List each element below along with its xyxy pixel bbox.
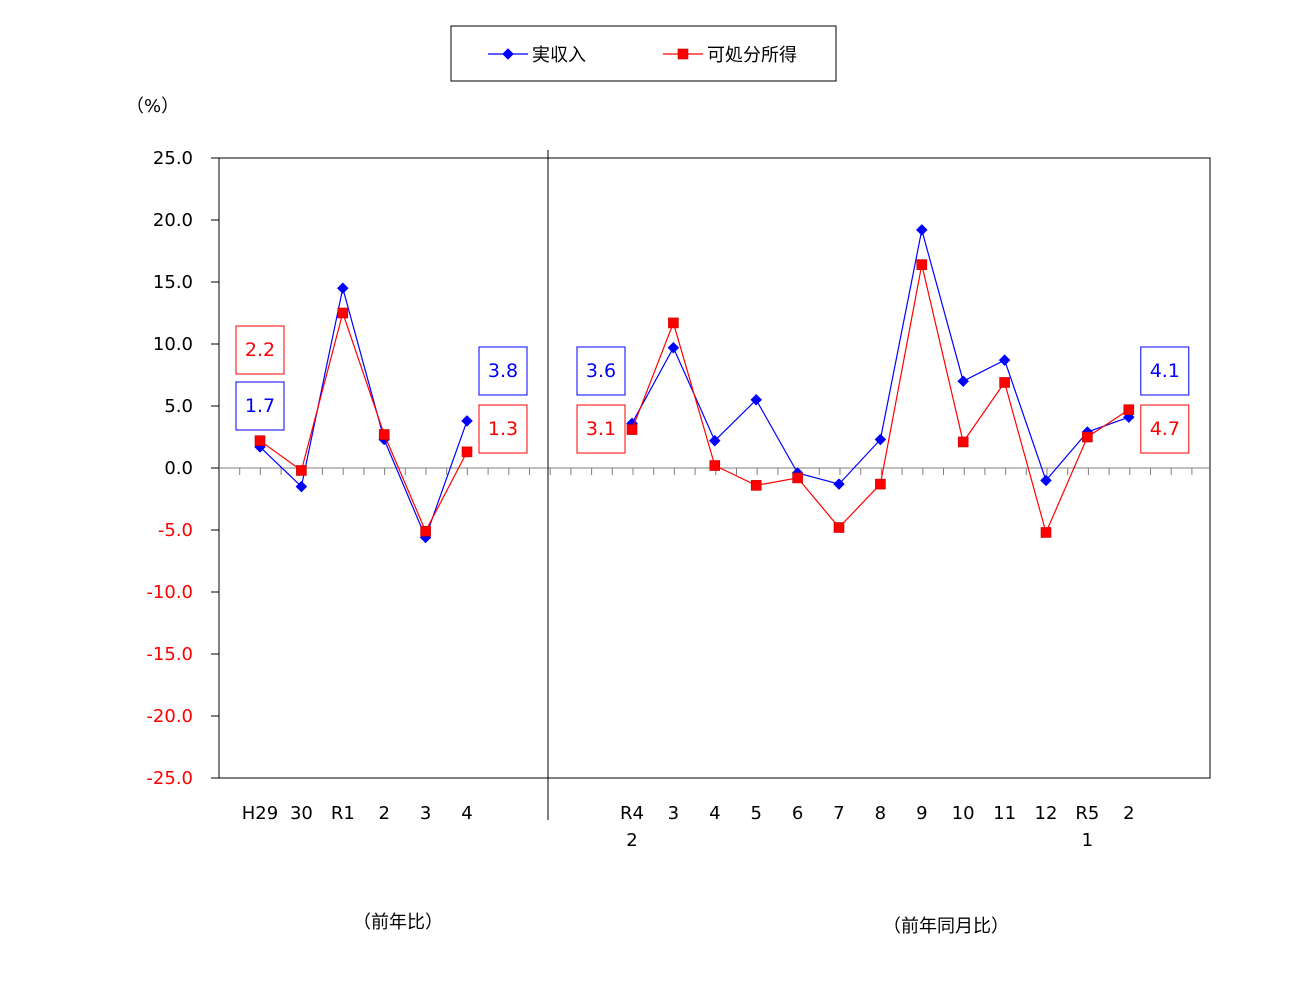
x-label-monthly: 3 <box>668 803 679 824</box>
data-label-box: 1.3 <box>478 404 528 454</box>
data-point <box>999 377 1010 388</box>
data-point <box>916 259 928 270</box>
data-point <box>792 472 803 484</box>
legend-label: 実収入 <box>532 45 586 66</box>
x-label-monthly: 2 <box>1123 803 1134 824</box>
data-point <box>875 478 886 490</box>
y-tick-label: 0.0 <box>164 458 193 479</box>
y-tick-label: -15.0 <box>146 644 193 665</box>
plot-area <box>218 150 1211 820</box>
data-point <box>1082 431 1093 443</box>
data-point <box>750 393 763 406</box>
data-label-box: 3.1 <box>576 404 626 454</box>
series-line <box>259 288 468 540</box>
data-label-box: 1.7 <box>235 381 285 431</box>
data-point <box>296 465 307 476</box>
x-label-annual: H29 <box>242 803 278 824</box>
x-label-annual: R1 <box>331 803 355 824</box>
x-label-monthly: 9 <box>916 803 927 824</box>
series-line <box>631 264 1130 535</box>
series-layer <box>254 224 1135 544</box>
data-label: 3.6 <box>586 360 616 382</box>
data-point <box>337 307 349 319</box>
data-point <box>708 434 721 447</box>
data-point <box>461 446 473 458</box>
data-point <box>626 424 638 435</box>
data-point <box>378 429 390 440</box>
y-tick-label: 5.0 <box>164 396 193 417</box>
x-label-monthly-line2: 2 <box>626 830 637 851</box>
x-label-monthly: 12 <box>1035 803 1058 824</box>
data-point <box>461 415 473 427</box>
x-label-monthly: R4 <box>620 803 644 824</box>
data-label-box: 4.7 <box>1140 404 1190 454</box>
data-label: 2.2 <box>245 339 275 361</box>
data-point <box>336 282 349 295</box>
x-label-annual: 3 <box>420 803 431 824</box>
data-point <box>957 436 969 448</box>
y-tick-label: -5.0 <box>158 520 193 541</box>
data-point <box>915 224 928 236</box>
series-line <box>631 229 1130 485</box>
x-label-annual: 2 <box>378 803 389 824</box>
data-point <box>833 478 845 490</box>
legend-marker <box>677 48 689 60</box>
data-point <box>1123 404 1135 416</box>
y-tick-label: -25.0 <box>146 768 193 789</box>
data-label-box: 3.8 <box>478 346 528 396</box>
data-label: 1.3 <box>488 418 518 440</box>
series-line <box>259 310 468 533</box>
legend: 実収入 可処分所得 <box>450 25 837 82</box>
data-label: 3.8 <box>488 360 518 382</box>
section-label-monthly: （前年同月比） <box>883 916 1009 937</box>
x-label-monthly: 8 <box>875 803 886 824</box>
y-tick-label: 25.0 <box>153 148 193 169</box>
y-axis-ticks: 25.0 20.0 15.0 10.0 5.0 0.0 -5.0 -10.0 -15.0 -20.… <box>146 148 219 789</box>
data-point <box>750 480 762 491</box>
x-label-annual: 30 <box>290 803 313 824</box>
x-label-annual: 4 <box>461 803 472 824</box>
series <box>254 259 1135 538</box>
data-point <box>1040 474 1052 487</box>
data-label: 4.1 <box>1150 360 1180 382</box>
data-point <box>1040 527 1052 538</box>
data-point <box>833 522 845 533</box>
y-tick-label: -20.0 <box>146 706 193 727</box>
section-label-annual: （前年比） <box>353 912 443 933</box>
data-point <box>957 375 970 388</box>
y-tick-label: 15.0 <box>153 272 193 293</box>
y-tick-label: -10.0 <box>146 582 193 603</box>
x-label-monthly: R5 <box>1075 803 1099 824</box>
legend-label: 可処分所得 <box>707 45 797 66</box>
data-label-box: 3.6 <box>576 346 626 396</box>
x-label-monthly: 10 <box>952 803 975 824</box>
x-label-monthly: 4 <box>709 803 720 824</box>
x-label-monthly: 7 <box>833 803 844 824</box>
data-point <box>668 317 679 329</box>
x-label-monthly: 6 <box>792 803 803 824</box>
data-point <box>254 435 266 447</box>
data-point <box>295 480 308 493</box>
annotations: 2.2 1.7 3.8 1.3 3.6 3.1 4.1 4.7 <box>235 325 1190 454</box>
data-label-box: 4.1 <box>1140 346 1190 396</box>
data-point <box>667 341 680 354</box>
data-point <box>420 525 431 537</box>
data-label: 4.7 <box>1150 418 1180 440</box>
x-label-monthly: 11 <box>993 803 1016 824</box>
data-point <box>709 460 721 471</box>
data-label: 1.7 <box>245 395 275 417</box>
data-point <box>998 354 1011 366</box>
y-tick-label: 20.0 <box>153 210 193 231</box>
x-label-monthly: 5 <box>750 803 761 824</box>
data-point <box>874 433 887 446</box>
data-label: 3.1 <box>586 418 616 440</box>
data-label-box: 2.2 <box>235 325 285 375</box>
legend-marker <box>502 48 514 60</box>
x-label-monthly-line2: 1 <box>1082 830 1093 851</box>
y-tick-label: 10.0 <box>153 334 193 355</box>
y-unit-label: （%） <box>126 96 179 117</box>
